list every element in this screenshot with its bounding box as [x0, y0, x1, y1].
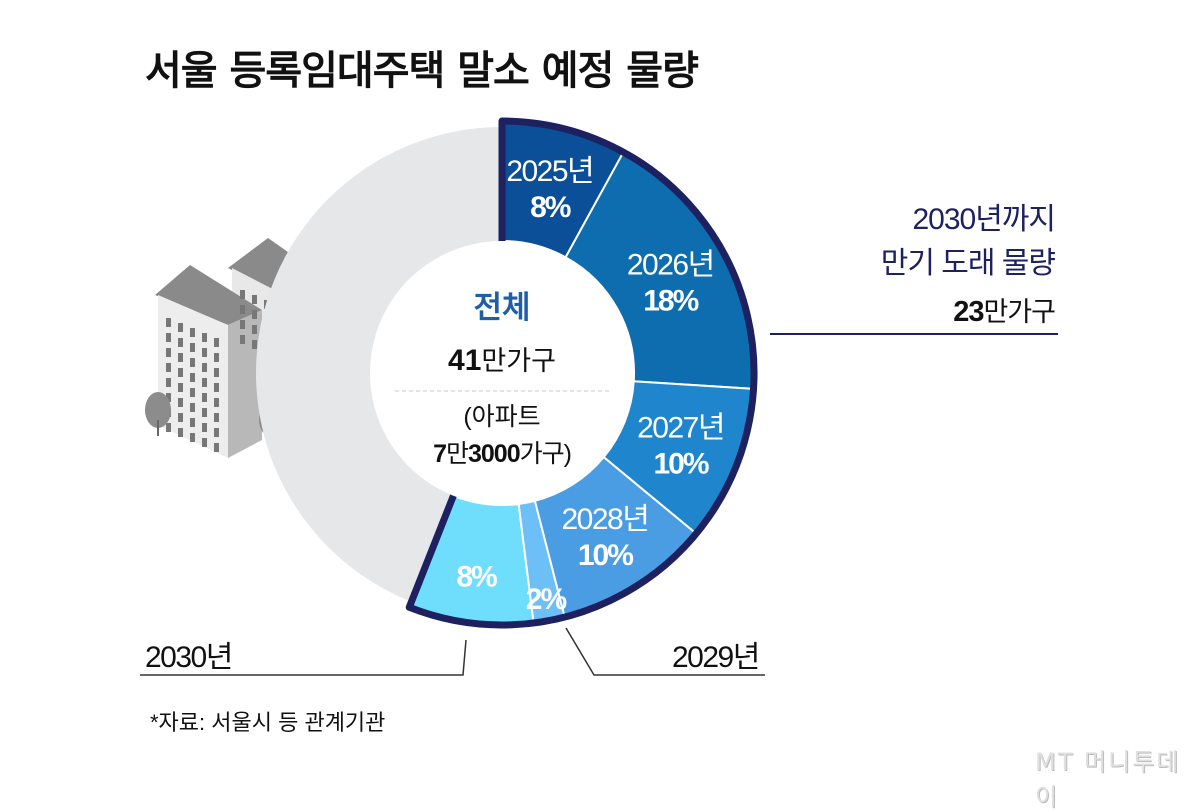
center-sub-num1: 7: [433, 440, 446, 468]
label-2030: 2030년: [145, 641, 233, 674]
label-2029: 2029년: [672, 641, 760, 674]
donut-chart: 전체 41만가구 (아파트 7만3000가구) 2025년8%2026년18%2…: [140, 117, 1058, 676]
leader-line-2029: [565, 627, 765, 676]
source-note: *자료: 서울시 등 관계기관: [150, 710, 386, 735]
slice-year-label: 2025년: [506, 155, 593, 188]
slice-value-label: 10%: [653, 448, 708, 481]
annotation-label: 2030년까지 만기 도래 물량: [880, 198, 1056, 286]
center-total-unit: 만가구: [481, 346, 556, 376]
publisher-logo: MT 머니투데이: [1035, 748, 1181, 811]
annotation-line1: 2030년까지: [912, 203, 1056, 236]
slice-value-label: 18%: [643, 285, 698, 318]
slice-year-label: 2027년: [637, 412, 724, 445]
slice-value-label: 8%: [530, 191, 571, 224]
center-total-number: 41: [448, 344, 481, 377]
center-sub: 7만3000가구): [433, 440, 571, 468]
slice-value-label: 10%: [578, 539, 633, 572]
center-sub-unit2: 가구): [520, 440, 571, 468]
center-total: 41만가구: [448, 344, 556, 377]
annotation-number: 23: [953, 296, 984, 328]
slice-year-label: 2026년: [627, 249, 714, 282]
leader-line-2030: [140, 639, 467, 676]
slice-year-label: 2028년: [561, 503, 648, 536]
slice-value-label: 8%: [456, 560, 497, 593]
center-sub-unit1: 만: [446, 440, 469, 468]
annotation-line2: 만기 도래 물량: [880, 247, 1056, 280]
center-heading: 전체: [473, 290, 530, 325]
center-sub-open: (아파트: [463, 403, 540, 431]
slice-value-label: 2%: [526, 583, 567, 616]
center-sub-num2: 3000: [468, 440, 520, 468]
highlight-outline: [405, 117, 758, 629]
annotation-unit: 만가구: [983, 297, 1056, 327]
chart-title: 서울 등록임대주택 말소 예정 물량: [145, 48, 699, 94]
annotation-count: 23만가구: [953, 290, 1056, 329]
donut-center: [370, 241, 634, 505]
